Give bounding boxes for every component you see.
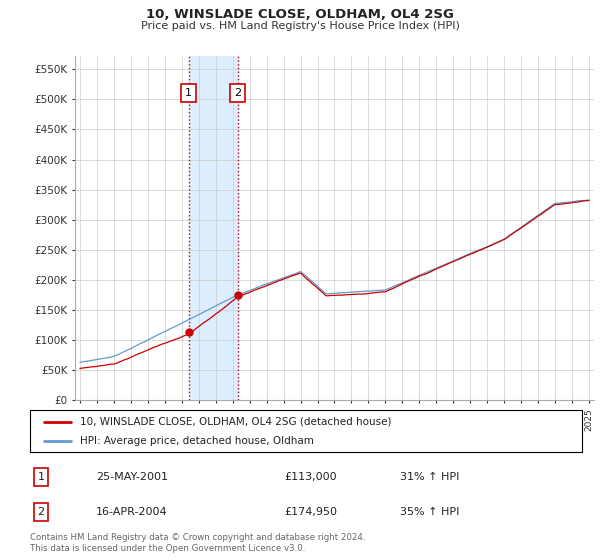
Text: 2: 2	[37, 507, 44, 517]
Text: £174,950: £174,950	[284, 507, 337, 517]
Bar	[188, 56, 238, 400]
Text: 16-APR-2004: 16-APR-2004	[96, 507, 168, 517]
Text: 1: 1	[38, 472, 44, 482]
Text: 31% ↑ HPI: 31% ↑ HPI	[400, 472, 459, 482]
Text: £113,000: £113,000	[284, 472, 337, 482]
Text: HPI: Average price, detached house, Oldham: HPI: Average price, detached house, Oldh…	[80, 436, 314, 446]
Text: 35% ↑ HPI: 35% ↑ HPI	[400, 507, 459, 517]
Text: Price paid vs. HM Land Registry's House Price Index (HPI): Price paid vs. HM Land Registry's House …	[140, 21, 460, 31]
Text: 10, WINSLADE CLOSE, OLDHAM, OL4 2SG: 10, WINSLADE CLOSE, OLDHAM, OL4 2SG	[146, 8, 454, 21]
Text: Contains HM Land Registry data © Crown copyright and database right 2024.
This d: Contains HM Land Registry data © Crown c…	[30, 533, 365, 553]
Text: 10, WINSLADE CLOSE, OLDHAM, OL4 2SG (detached house): 10, WINSLADE CLOSE, OLDHAM, OL4 2SG (det…	[80, 417, 391, 427]
Text: 1: 1	[185, 88, 192, 99]
Text: 25-MAY-2001: 25-MAY-2001	[96, 472, 168, 482]
Text: 2: 2	[234, 88, 241, 99]
